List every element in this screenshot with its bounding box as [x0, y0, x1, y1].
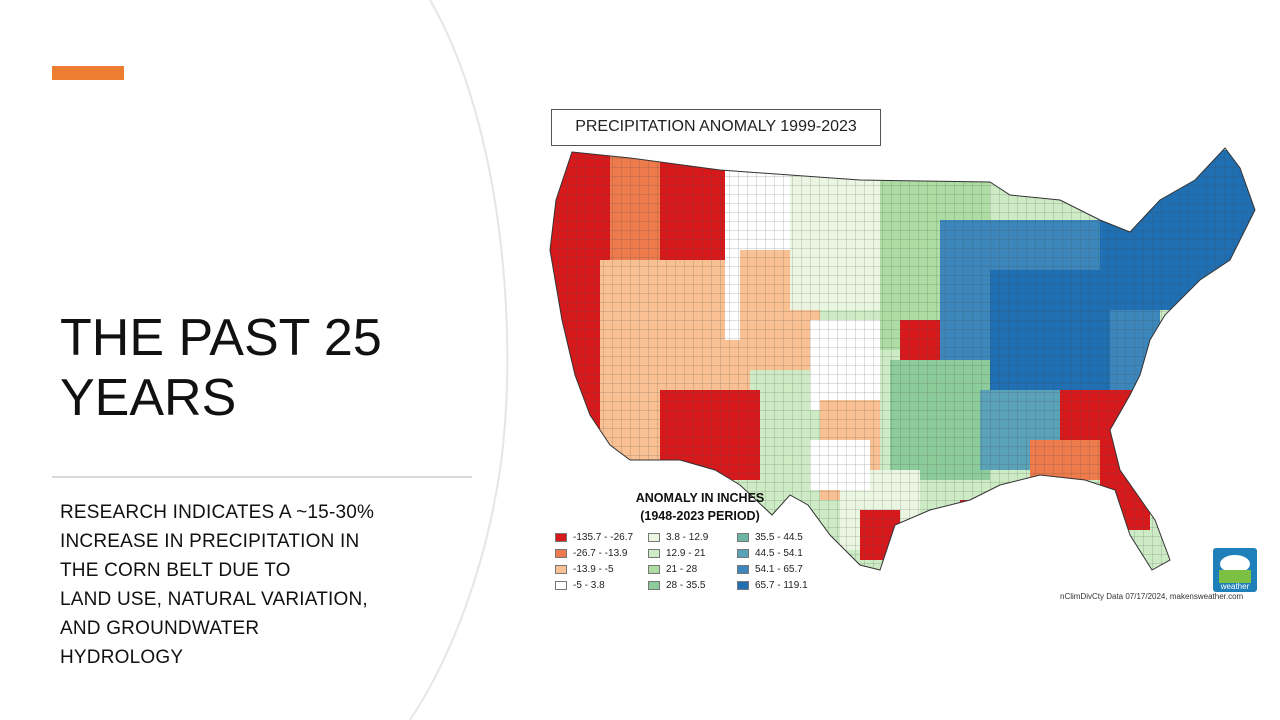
legend-swatch	[648, 532, 660, 542]
legend-label: -13.9 - -5	[573, 564, 614, 575]
legend-item: 3.8 - 12.9	[648, 530, 733, 546]
subtitle-line: INCREASE IN PRECIPITATION IN	[60, 531, 360, 552]
legend-label: 44.5 - 54.1	[755, 548, 803, 559]
legend-title-line: ANOMALY IN INCHES	[635, 491, 765, 505]
subtitle-line: THE CORN BELT DUE TO	[60, 560, 291, 581]
legend-label: 35.5 - 44.5	[755, 532, 803, 543]
title-divider	[52, 476, 472, 478]
legend-swatch	[555, 548, 567, 558]
legend-item: 35.5 - 44.5	[737, 530, 832, 546]
slide-subtitle: RESEARCH INDICATES A ~15-30% INCREASE IN…	[60, 498, 420, 672]
data-credit: nClimDivCty Data 07/17/2024, makensweath…	[1060, 592, 1244, 601]
legend-item: -26.7 - -13.9	[555, 546, 650, 562]
legend-column-1: -135.7 - -26.7 -26.7 - -13.9 -13.9 - -5 …	[555, 530, 650, 594]
legend-item: -13.9 - -5	[555, 562, 650, 578]
legend-item: 54.1 - 65.7	[737, 562, 832, 578]
legend-label: -135.7 - -26.7	[573, 532, 634, 543]
legend-title-line: (1948-2023 PERIOD)	[640, 509, 760, 523]
legend-label: 28 - 35.5	[666, 580, 706, 591]
slide-title: THE PAST 25 YEARS	[60, 309, 382, 427]
logo-text: weather	[1220, 582, 1250, 591]
legend-swatch	[648, 548, 660, 558]
legend-label: 21 - 28	[666, 564, 698, 575]
legend-label: 12.9 - 21	[666, 548, 706, 559]
us-precipitation-map	[549, 147, 1256, 571]
subtitle-line: LAND USE, NATURAL VARIATION,	[60, 589, 368, 610]
legend-column-2: 3.8 - 12.9 12.9 - 21 21 - 28 28 - 35.5	[648, 530, 733, 594]
legend-label: -26.7 - -13.9	[573, 548, 628, 559]
legend-item: -135.7 - -26.7	[555, 530, 650, 546]
legend-label: -5 - 3.8	[573, 580, 605, 591]
weather-logo-icon: weather	[1213, 548, 1257, 592]
weather-logo: weather	[1213, 548, 1257, 592]
legend-swatch	[737, 532, 749, 542]
legend-item: 28 - 35.5	[648, 578, 733, 594]
subtitle-line: HYDROLOGY	[60, 647, 184, 668]
accent-bar	[52, 66, 124, 80]
map-title: PRECIPITATION ANOMALY 1999-2023	[551, 109, 881, 146]
legend-label: 3.8 - 12.9	[666, 532, 709, 543]
subtitle-line: RESEARCH INDICATES A ~15-30%	[60, 502, 375, 523]
legend-swatch	[737, 580, 749, 590]
legend-label: 54.1 - 65.7	[755, 564, 803, 575]
subtitle-line: AND GROUNDWATER	[60, 618, 260, 639]
legend-item: -5 - 3.8	[555, 578, 650, 594]
legend-item: 44.5 - 54.1	[737, 546, 832, 562]
legend-column-3: 35.5 - 44.5 44.5 - 54.1 54.1 - 65.7 65.7…	[737, 530, 832, 594]
legend-swatch	[648, 564, 660, 574]
legend-item: 12.9 - 21	[648, 546, 733, 562]
legend-swatch	[555, 564, 567, 574]
legend-label: 65.7 - 119.1	[755, 580, 808, 591]
legend-title: ANOMALY IN INCHES (1948-2023 PERIOD)	[595, 489, 805, 525]
legend-swatch	[555, 580, 567, 590]
legend-item: 65.7 - 119.1	[737, 578, 832, 594]
legend-item: 21 - 28	[648, 562, 733, 578]
legend-swatch	[737, 564, 749, 574]
legend-swatch	[555, 532, 567, 542]
legend-swatch	[737, 548, 749, 558]
legend-swatch	[648, 580, 660, 590]
